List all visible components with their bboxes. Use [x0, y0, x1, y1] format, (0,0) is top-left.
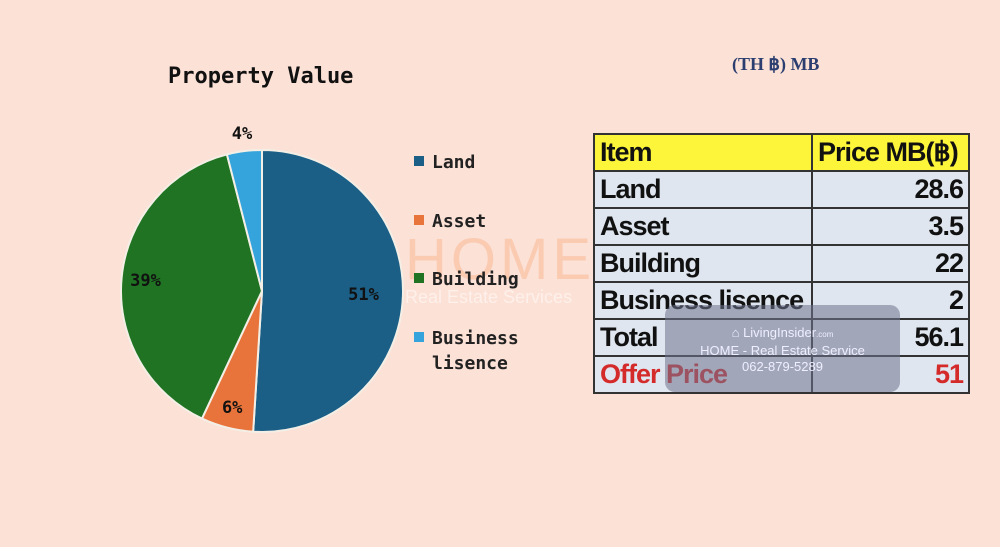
legend-item-land: Land	[410, 150, 562, 175]
legend-swatch	[414, 273, 424, 283]
legend-item-building: Building	[410, 267, 562, 292]
pie-slice-business-lisence	[225, 148, 263, 292]
legend-swatch	[414, 215, 424, 225]
cell-item: Land	[593, 170, 813, 209]
pie-slice-land	[252, 148, 404, 433]
watermark-subtitle: Real Estate Services	[405, 287, 573, 307]
table-header: Item Price MB(฿)	[593, 133, 970, 172]
header-item: Item	[593, 133, 813, 172]
watermark-phone: 062-879-5289	[742, 359, 823, 374]
data-label: 39%	[130, 271, 161, 291]
cell-item: Asset	[593, 207, 813, 246]
table-row: Building 22	[593, 244, 970, 283]
unit-note: (TH ฿) MB	[732, 54, 820, 74]
cell-price: 28.6	[811, 170, 970, 209]
data-label: 6%	[222, 398, 243, 418]
data-label: 51%	[348, 285, 379, 305]
table-row: Asset 3.5	[593, 207, 970, 246]
brand-name: LivingInsider	[743, 325, 817, 340]
brand-suffix: .com	[816, 330, 834, 339]
livinginsider-watermark: ⌂ LivingInsider.com HOME - Real Estate S…	[665, 305, 900, 392]
table-row: Land 28.6	[593, 170, 970, 209]
chart-title: Property Value	[168, 64, 354, 89]
cell-price: 3.5	[811, 207, 970, 246]
legend-swatch	[414, 332, 424, 342]
data-label: 4%	[232, 124, 253, 144]
cell-item: Building	[593, 244, 813, 283]
header-price: Price MB(฿)	[811, 133, 970, 172]
pie-slice-building	[120, 153, 264, 420]
legend-swatch	[414, 156, 424, 166]
legend-item-business-lisence: Business lisence	[410, 326, 562, 376]
legend-item-asset: Asset	[410, 209, 562, 234]
watermark-home: HOME	[405, 227, 595, 292]
watermark-line: HOME - Real Estate Service	[700, 343, 865, 358]
cell-price: 22	[811, 244, 970, 283]
house-icon: ⌂	[731, 325, 744, 340]
